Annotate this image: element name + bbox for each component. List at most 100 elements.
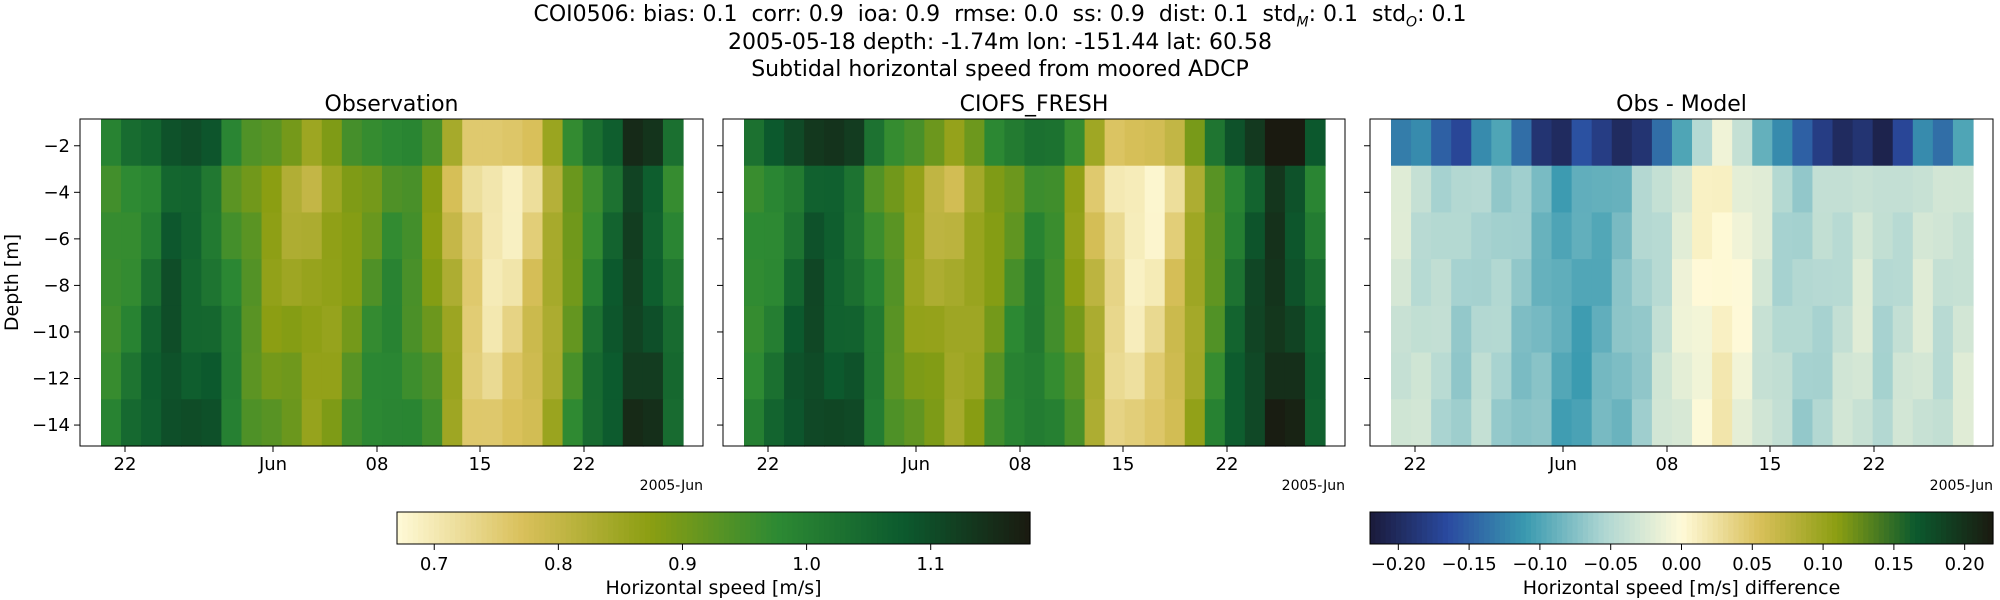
heatmap-cell xyxy=(1531,352,1553,400)
heatmap-cell xyxy=(482,305,503,354)
heatmap-cell xyxy=(1204,119,1226,167)
colorbar-swatch xyxy=(397,512,403,544)
colorbar-swatch xyxy=(523,512,530,544)
heatmap-cell xyxy=(221,165,243,214)
colorbar-swatch xyxy=(1014,512,1021,544)
colorbar-swatch xyxy=(1629,512,1636,544)
heatmap-cell xyxy=(241,305,263,354)
heatmap-cell xyxy=(502,212,524,260)
colorbar-swatch xyxy=(518,512,525,544)
colorbar-swatch xyxy=(961,512,968,544)
heatmap-cell xyxy=(1651,352,1673,400)
colorbar-tick-label: −0.20 xyxy=(1371,554,1426,575)
heatmap-cell xyxy=(1064,259,1086,307)
heatmap-cell xyxy=(1491,119,1513,167)
colorbar-swatch xyxy=(1697,512,1703,544)
heatmap-cell xyxy=(764,212,785,260)
heatmap-cell xyxy=(1124,305,1146,354)
colorbar-swatch xyxy=(1546,512,1553,544)
colorbar-tick-label: −0.10 xyxy=(1512,554,1567,575)
heatmap-cell xyxy=(924,305,945,354)
heatmap-cell xyxy=(844,165,865,214)
colorbar-swatch xyxy=(681,512,688,544)
heatmap-cell xyxy=(1024,399,1046,447)
colorbar-swatch xyxy=(1899,512,1906,544)
heatmap-cell xyxy=(1852,259,1874,307)
heatmap-cell xyxy=(141,259,162,307)
heatmap-cell xyxy=(984,305,1006,354)
heatmap-cell xyxy=(602,165,624,214)
heatmap-cell xyxy=(161,352,182,400)
heatmap-cell xyxy=(161,212,182,260)
heatmap-cell xyxy=(1511,352,1533,400)
x-tick-label: 22 xyxy=(1404,454,1427,475)
heatmap-cell xyxy=(904,399,925,447)
colorbar-swatch xyxy=(1406,512,1413,544)
heatmap-cell xyxy=(1431,305,1452,354)
heatmap-cell xyxy=(1124,259,1146,307)
heatmap-cell xyxy=(121,305,142,354)
heatmap-cell xyxy=(1184,259,1206,307)
heatmap-cell xyxy=(844,399,865,447)
colorbar-swatch xyxy=(1437,512,1444,544)
heatmap-cell xyxy=(1224,352,1246,400)
heatmap-cell xyxy=(161,399,182,447)
heatmap-cell xyxy=(984,352,1006,400)
heatmap-cell xyxy=(1872,212,1894,260)
heatmap-cell xyxy=(1164,305,1186,354)
heatmap-cell xyxy=(542,305,564,354)
heatmap-cell xyxy=(1892,305,1914,354)
colorbar-swatch xyxy=(871,512,878,544)
heatmap-cell xyxy=(121,352,142,400)
heatmap-cell xyxy=(642,305,664,354)
heatmap-cell xyxy=(1651,305,1673,354)
heatmap-cell xyxy=(1451,165,1472,214)
colorbar-swatch xyxy=(1785,512,1792,544)
heatmap-cell xyxy=(1304,119,1326,167)
colorbar-swatch xyxy=(1645,512,1651,544)
heatmap-cell xyxy=(1084,119,1106,167)
heatmap-cell xyxy=(261,399,283,447)
heatmap-cell xyxy=(522,305,544,354)
heatmap-cell xyxy=(582,305,604,354)
heatmap-cell xyxy=(522,352,544,400)
heatmap-cell xyxy=(1912,399,1934,447)
heatmap-cell xyxy=(502,259,524,307)
colorbar-swatch xyxy=(1515,512,1522,544)
heatmap-cell xyxy=(121,212,142,260)
heatmap-cell xyxy=(642,352,664,400)
heatmap-cell xyxy=(1852,352,1874,400)
heatmap-cell xyxy=(1104,305,1126,354)
heatmap-cell xyxy=(442,212,463,260)
heatmap-cell xyxy=(622,165,644,214)
colorbar-swatch xyxy=(1665,512,1672,544)
colorbar-swatch xyxy=(1873,512,1880,544)
heatmap-cell xyxy=(301,165,323,214)
colorbar-swatch xyxy=(850,512,857,544)
heatmap-cell xyxy=(602,119,624,167)
heatmap-cell xyxy=(1772,212,1793,260)
heatmap-cell xyxy=(1732,399,1753,447)
heatmap-cell xyxy=(1591,305,1613,354)
heatmap-cell xyxy=(582,212,604,260)
heatmap-cell xyxy=(642,259,664,307)
colorbar-swatch xyxy=(892,512,899,544)
heatmap-cell xyxy=(1224,305,1246,354)
heatmap-cell xyxy=(804,399,825,447)
heatmap-cell xyxy=(642,119,664,167)
panel-title: Obs - Model xyxy=(1616,92,1747,117)
heatmap-cell xyxy=(824,305,845,354)
heatmap-cell xyxy=(1812,119,1834,167)
colorbar-tick-label: 0.7 xyxy=(420,554,449,575)
colorbar-swatch xyxy=(813,512,820,544)
heatmap-cell xyxy=(1551,352,1573,400)
colorbar-swatch xyxy=(919,512,926,544)
heatmap-cell xyxy=(1064,165,1086,214)
colorbar-swatch xyxy=(739,512,746,544)
heatmap-cell xyxy=(1752,119,1773,167)
colorbar-swatch xyxy=(528,512,535,544)
heatmap-cell xyxy=(402,259,423,307)
heatmap-cell xyxy=(944,212,965,260)
colorbar-swatch xyxy=(1650,512,1657,544)
heatmap-cell xyxy=(764,119,785,167)
